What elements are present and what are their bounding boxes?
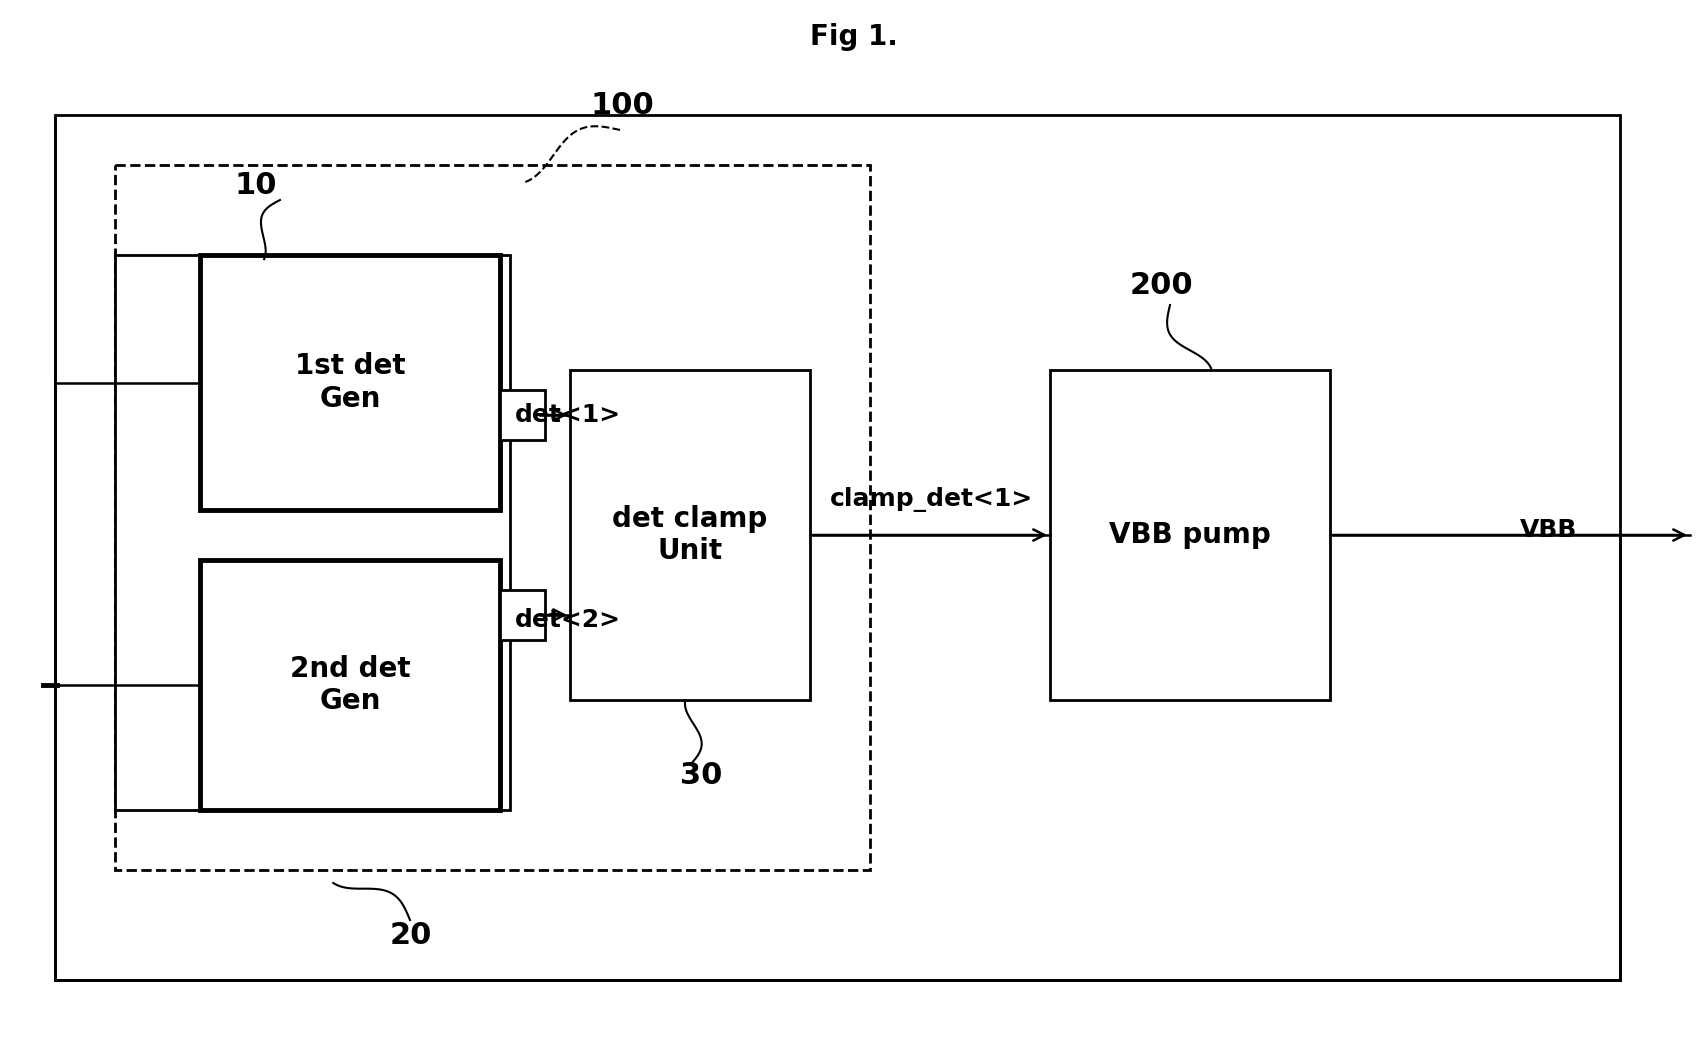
- Text: 10: 10: [236, 171, 277, 199]
- Text: det<1>: det<1>: [516, 403, 621, 427]
- Text: VBB pump: VBB pump: [1108, 522, 1270, 549]
- Bar: [500, 390, 545, 440]
- Bar: [200, 255, 500, 510]
- Text: clamp_det<1>: clamp_det<1>: [830, 488, 1033, 512]
- Bar: [114, 165, 869, 870]
- Text: det<2>: det<2>: [516, 608, 621, 632]
- Text: 1st det
Gen: 1st det Gen: [295, 352, 405, 412]
- Bar: [55, 114, 1618, 981]
- Text: 2nd det
Gen: 2nd det Gen: [290, 655, 410, 716]
- Bar: [570, 370, 809, 700]
- Bar: [200, 560, 500, 810]
- Bar: [500, 590, 545, 640]
- Bar: [114, 255, 510, 810]
- Text: det clamp
Unit: det clamp Unit: [613, 505, 766, 565]
- Text: 200: 200: [1130, 270, 1193, 300]
- Text: 20: 20: [389, 920, 432, 950]
- Text: 100: 100: [589, 90, 654, 120]
- Text: 30: 30: [679, 760, 722, 790]
- Text: VBB: VBB: [1519, 518, 1577, 542]
- Text: Fig 1.: Fig 1.: [809, 23, 898, 51]
- Bar: [1050, 370, 1330, 700]
